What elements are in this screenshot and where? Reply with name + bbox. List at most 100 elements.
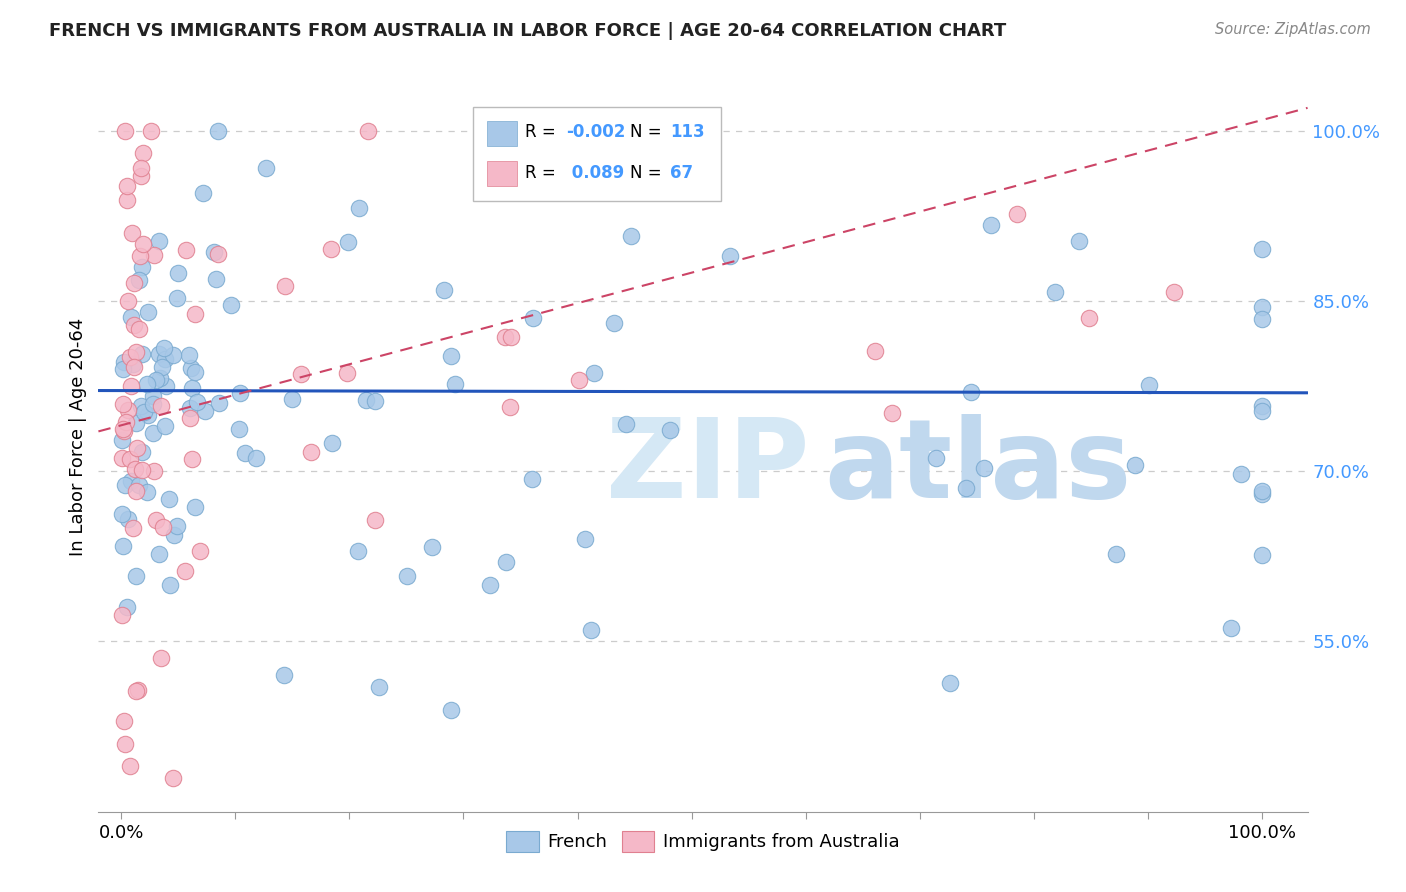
- Point: [118, 759, 141, 773]
- Point: [439, 702, 461, 716]
- Point: [176, 244, 198, 258]
- Point: [494, 153, 516, 168]
- Point: [522, 311, 544, 326]
- Point: [136, 377, 159, 392]
- Legend: French, Immigrants from Australia: French, Immigrants from Australia: [499, 823, 907, 859]
- Point: [132, 237, 155, 252]
- Point: [148, 347, 170, 361]
- Point: [129, 161, 152, 175]
- Text: R =: R =: [526, 123, 561, 141]
- Point: [112, 362, 135, 376]
- Point: [125, 483, 148, 498]
- Point: [273, 668, 295, 682]
- Point: [145, 513, 167, 527]
- Point: [112, 539, 135, 553]
- Point: [129, 249, 152, 263]
- Point: [112, 714, 135, 728]
- Point: [202, 245, 225, 260]
- Point: [367, 680, 389, 694]
- Point: [973, 461, 995, 475]
- Point: [120, 475, 142, 489]
- Point: [121, 357, 143, 371]
- Point: [184, 365, 207, 379]
- Point: [132, 146, 155, 161]
- Point: [142, 425, 165, 440]
- Point: [142, 388, 165, 402]
- Point: [115, 179, 138, 194]
- Point: [1007, 207, 1029, 221]
- Point: [191, 186, 214, 200]
- Point: [122, 276, 145, 290]
- Point: [347, 543, 370, 558]
- Point: [1251, 404, 1274, 418]
- Point: [114, 737, 136, 751]
- Point: [111, 434, 134, 448]
- Point: [194, 404, 217, 418]
- Point: [229, 386, 252, 401]
- Point: [184, 500, 207, 515]
- Point: [186, 395, 208, 409]
- Point: [364, 393, 387, 408]
- Point: [162, 348, 184, 362]
- Point: [718, 250, 741, 264]
- Point: [614, 417, 637, 431]
- Point: [128, 478, 150, 492]
- Point: [124, 344, 146, 359]
- Point: [114, 478, 136, 492]
- Point: [581, 623, 603, 637]
- Point: [122, 360, 145, 375]
- Point: [420, 541, 443, 555]
- Point: [152, 360, 174, 375]
- Y-axis label: In Labor Force | Age 20-64: In Labor Force | Age 20-64: [69, 318, 87, 557]
- Point: [336, 366, 359, 380]
- Point: [112, 422, 135, 436]
- Point: [1163, 285, 1185, 300]
- Point: [120, 451, 142, 466]
- Point: [433, 283, 456, 297]
- Point: [122, 521, 145, 535]
- FancyBboxPatch shape: [486, 121, 517, 145]
- Point: [153, 342, 176, 356]
- Text: -0.002: -0.002: [567, 123, 626, 141]
- Point: [1229, 467, 1251, 481]
- Point: [190, 543, 212, 558]
- Point: [583, 366, 606, 380]
- Point: [150, 399, 173, 413]
- Point: [115, 415, 138, 429]
- Point: [139, 123, 162, 137]
- Point: [155, 378, 177, 392]
- Point: [120, 379, 142, 393]
- Point: [142, 464, 165, 478]
- Point: [131, 463, 153, 477]
- Point: [1220, 621, 1243, 635]
- Point: [299, 445, 322, 459]
- Point: [364, 513, 387, 527]
- Point: [136, 304, 159, 318]
- Point: [494, 330, 516, 344]
- Point: [114, 424, 136, 438]
- Point: [120, 310, 142, 325]
- Point: [131, 260, 153, 275]
- Point: [395, 569, 418, 583]
- Point: [495, 555, 517, 569]
- Point: [499, 330, 522, 344]
- Point: [125, 569, 148, 583]
- Point: [479, 578, 502, 592]
- Point: [162, 771, 184, 785]
- Point: [1123, 458, 1146, 473]
- Point: [1251, 300, 1274, 314]
- Point: [174, 564, 197, 578]
- Point: [117, 293, 139, 308]
- Point: [444, 377, 467, 392]
- Point: [153, 419, 176, 434]
- Point: [184, 307, 207, 321]
- Point: [1067, 234, 1090, 248]
- Point: [1105, 547, 1128, 561]
- Point: [136, 408, 159, 422]
- Point: [117, 511, 139, 525]
- Point: [148, 547, 170, 561]
- Point: [111, 451, 134, 466]
- Point: [128, 322, 150, 336]
- Point: [131, 169, 153, 183]
- Point: [143, 248, 166, 262]
